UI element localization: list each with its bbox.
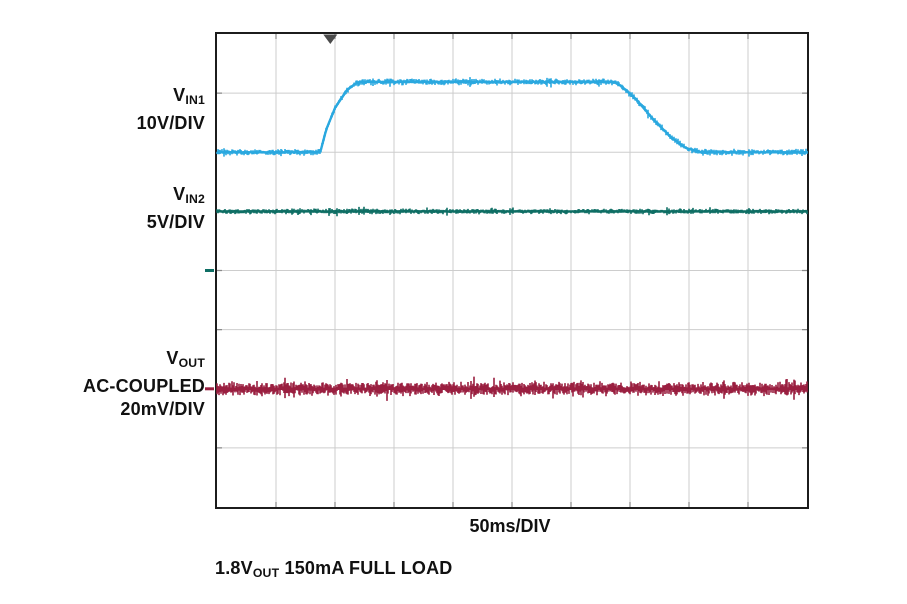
trace-noise-1 [216, 206, 808, 217]
vout-name: VOUT [0, 347, 205, 375]
vin1-label: VIN1 10V/DIV [0, 84, 205, 135]
vin2-name-main: V [173, 184, 186, 204]
vin2-scale: 5V/DIV [146, 212, 205, 233]
vin1-scale: 10V/DIV [136, 113, 205, 134]
vout-label: VOUT AC-COUPLED 20mV/DIV [0, 347, 205, 421]
grid-lines [217, 34, 807, 507]
scope-plot-area [205, 32, 809, 509]
timebase-label: 50ms/DIV [469, 516, 551, 536]
trigger-marker-icon [323, 34, 338, 44]
vin1-name-main: V [173, 85, 186, 105]
vout-coupling: AC-COUPLED [83, 376, 205, 397]
vout-name-subscript: OUT [178, 356, 205, 371]
vout-name-main: V [166, 348, 179, 368]
vin2-label: VIN2 5V/DIV [0, 183, 205, 234]
scope-waveform-canvas [205, 34, 808, 507]
vin1-name: VIN1 [0, 84, 205, 112]
trace-noise-2 [216, 376, 808, 401]
trace-noise-0 [216, 77, 808, 157]
caption-prefix: 1.8V [215, 558, 253, 578]
caption-suffix: 150mA FULL LOAD [279, 558, 453, 578]
vout-scale: 20mV/DIV [120, 399, 205, 420]
vin2-name: VIN2 [0, 183, 205, 211]
figure-caption: 1.8VOUT 150mA FULL LOAD [215, 558, 453, 580]
vin2-name-subscript: IN2 [185, 192, 205, 207]
vin1-name-subscript: IN1 [185, 93, 205, 108]
caption-subscript: OUT [252, 566, 280, 581]
